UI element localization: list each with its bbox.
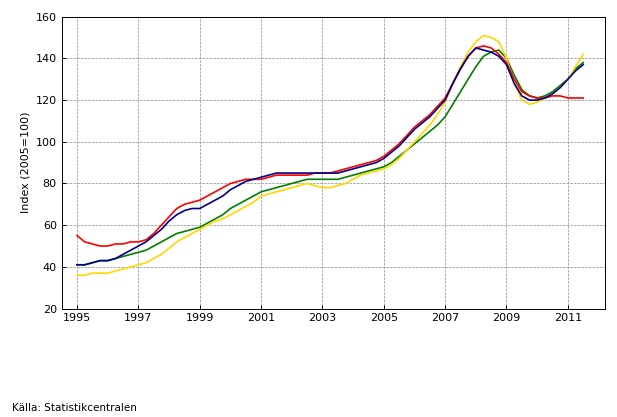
Byggverksamhet bbox=[150, 244, 157, 249]
Anläggningsarbeten bbox=[579, 95, 587, 100]
Byggande av hus bbox=[135, 262, 142, 267]
Line: Anläggningsarbeten: Anläggningsarbeten bbox=[77, 46, 583, 246]
Anläggningsarbeten bbox=[73, 233, 81, 238]
Byggverksamhet bbox=[280, 183, 288, 188]
Specialiserad bygg- och anläggningsverksamhet bbox=[304, 171, 311, 176]
Byggverksamhet bbox=[135, 250, 142, 255]
Byggande av hus bbox=[549, 91, 556, 96]
Specialiserad bygg- och anläggningsverksamhet bbox=[150, 233, 157, 238]
Byggverksamhet bbox=[457, 89, 464, 94]
Specialiserad bygg- och anläggningsverksamhet bbox=[73, 262, 81, 267]
Byggande av hus bbox=[280, 187, 288, 192]
Byggande av hus bbox=[73, 273, 81, 278]
Byggverksamhet bbox=[304, 177, 311, 182]
Line: Byggverksamhet: Byggverksamhet bbox=[77, 50, 583, 265]
Specialiserad bygg- och anläggningsverksamhet bbox=[549, 91, 556, 96]
Byggverksamhet bbox=[73, 262, 81, 267]
Anläggningsarbeten bbox=[549, 93, 556, 98]
Line: Specialiserad bygg- och anläggningsverksamhet: Specialiserad bygg- och anläggningsverks… bbox=[77, 48, 583, 265]
Anläggningsarbeten bbox=[119, 241, 126, 246]
Anläggningsarbeten bbox=[288, 173, 296, 178]
Text: Källa: Statistikcentralen: Källa: Statistikcentralen bbox=[12, 403, 137, 413]
Byggverksamhet bbox=[495, 48, 502, 53]
Byggande av hus bbox=[579, 52, 587, 57]
Anläggningsarbeten bbox=[465, 54, 472, 59]
Byggande av hus bbox=[304, 181, 311, 186]
Byggverksamhet bbox=[579, 60, 587, 65]
Anläggningsarbeten bbox=[143, 237, 150, 242]
Anläggningsarbeten bbox=[96, 244, 104, 249]
Line: Byggande av hus: Byggande av hus bbox=[77, 35, 583, 275]
Specialiserad bygg- och anläggningsverksamhet bbox=[457, 66, 464, 71]
Byggande av hus bbox=[480, 33, 487, 38]
Specialiserad bygg- och anläggningsverksamhet bbox=[472, 45, 479, 50]
Anläggningsarbeten bbox=[480, 43, 487, 48]
Byggande av hus bbox=[150, 256, 157, 261]
Specialiserad bygg- och anläggningsverksamhet bbox=[280, 171, 288, 176]
Anläggningsarbeten bbox=[311, 171, 318, 176]
Byggverksamhet bbox=[549, 89, 556, 94]
Specialiserad bygg- och anläggningsverksamhet bbox=[135, 244, 142, 249]
Y-axis label: Index (2005=100): Index (2005=100) bbox=[20, 112, 30, 214]
Specialiserad bygg- och anläggningsverksamhet bbox=[579, 62, 587, 67]
Byggande av hus bbox=[457, 64, 464, 69]
